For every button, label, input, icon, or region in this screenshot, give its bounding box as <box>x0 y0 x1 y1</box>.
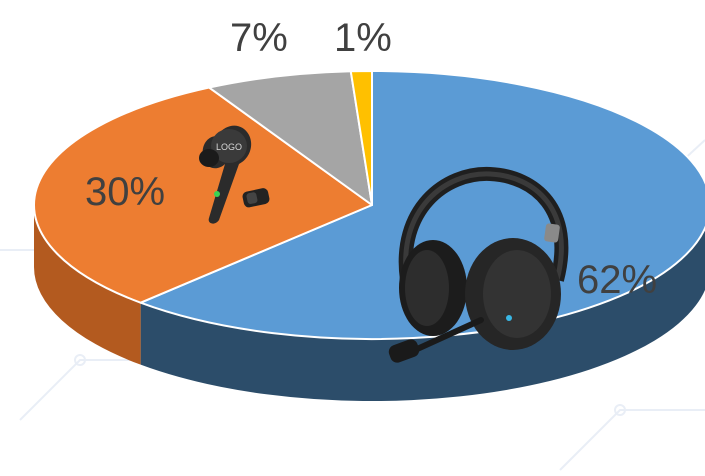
data-label-1: 1% <box>334 16 392 60</box>
data-label-30: 30% <box>85 170 166 214</box>
data-label-7: 7% <box>230 16 288 60</box>
pie-side-62 <box>140 227 705 401</box>
pie-slice-7 <box>208 70 373 206</box>
pie-slice-30 <box>33 86 373 304</box>
pie-sides <box>34 205 705 401</box>
headset-icon <box>388 166 569 363</box>
earbud-icon: LOGO <box>199 125 270 224</box>
pie-icons: LOGO <box>199 125 569 363</box>
pie-side-30 <box>34 205 141 365</box>
data-label-62: 62% <box>577 258 658 302</box>
earbud-logo-text: LOGO <box>216 142 242 152</box>
pie-slice-1 <box>349 70 373 206</box>
